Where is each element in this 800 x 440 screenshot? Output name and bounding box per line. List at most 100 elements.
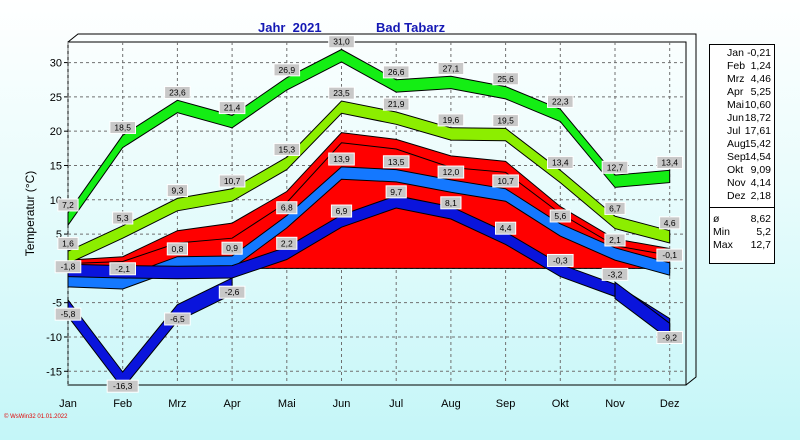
- legend-value: 1,24: [750, 60, 771, 72]
- data-label-box: [549, 209, 571, 223]
- data-label: 26,9: [279, 65, 296, 75]
- monthly-mean-legend: Jan -0,21 Feb 1,24 Mrz 4,46 Apr 5,25 Mai 10,60 Jun…: [709, 44, 775, 264]
- data-label: 18,5: [114, 122, 131, 132]
- data-label-box: [166, 242, 189, 256]
- x-tick-label: Mai: [278, 398, 296, 410]
- data-label: 10,7: [497, 176, 514, 186]
- legend-month: Sep: [727, 151, 746, 163]
- data-label-box: [437, 61, 465, 75]
- data-label-box: [547, 155, 574, 169]
- data-label: -2,6: [225, 287, 240, 297]
- legend-summary-value: 8,62: [750, 213, 771, 225]
- data-label-box: [382, 155, 410, 169]
- data-label-box: [659, 216, 681, 230]
- x-tick-label: Jan: [59, 398, 77, 410]
- data-label: 0,8: [171, 244, 183, 254]
- data-label: 2,2: [281, 238, 293, 248]
- data-label: 10,7: [224, 176, 241, 186]
- data-label: 6,7: [609, 203, 621, 213]
- data-label-box: [382, 97, 410, 111]
- data-label-box: [106, 379, 139, 393]
- y-tick-label: -5: [52, 298, 62, 310]
- legend-row: Apr 5,25: [713, 86, 771, 99]
- data-label-box: [656, 155, 684, 169]
- data-label-box: [109, 262, 137, 276]
- data-label-box: [437, 165, 465, 179]
- legend-month: Jan: [727, 47, 744, 59]
- data-label-box: [604, 233, 626, 247]
- data-label: -1,8: [61, 262, 76, 272]
- legend-value: 9,09: [750, 164, 771, 176]
- x-tick-label: Dez: [660, 398, 680, 410]
- y-axis-label: Temperatur (°C): [23, 171, 37, 256]
- legend-row: Dez 2,18: [713, 190, 771, 203]
- legend-value: 4,46: [750, 73, 771, 85]
- legend-month: Aug: [727, 138, 746, 150]
- data-label: 4,6: [664, 218, 676, 228]
- plot-depth-frame: [67, 33, 697, 386]
- legend-summary-value: 5,2: [756, 226, 771, 238]
- data-label: 2,1: [609, 235, 621, 245]
- data-label: -0,3: [553, 255, 568, 265]
- data-label-box: [218, 101, 246, 115]
- data-label: 21,9: [388, 99, 405, 109]
- legend-month: Mrz: [727, 73, 745, 85]
- legend-month: Apr: [727, 86, 744, 98]
- x-tick-label: Jul: [389, 398, 403, 410]
- data-label: 27,1: [443, 63, 460, 73]
- data-label: 15,3: [279, 144, 296, 154]
- legend-summary-value: 12,7: [750, 239, 771, 251]
- data-label-box: [57, 236, 79, 250]
- data-label: 4,4: [500, 223, 512, 233]
- legend-row: Nov 4,14: [713, 177, 771, 190]
- data-label: 13,9: [333, 154, 350, 164]
- data-label: -6,5: [170, 314, 185, 324]
- data-label-box: [492, 174, 519, 188]
- data-label: 26,6: [388, 67, 405, 77]
- data-label-box: [437, 113, 465, 127]
- data-label-box: [218, 174, 246, 188]
- data-label: 5,6: [554, 211, 566, 221]
- data-label: -9,2: [662, 332, 677, 342]
- station-title: Bad Tabarz: [376, 20, 446, 35]
- legend-row: Jan -0,21: [713, 47, 771, 60]
- data-label-box: [601, 267, 629, 281]
- data-label-box: [547, 253, 574, 267]
- legend-value: 18,72: [744, 112, 771, 124]
- x-tick-label: Apr: [224, 398, 241, 410]
- legend-month: Mai: [727, 99, 744, 111]
- data-label: -3,2: [608, 269, 623, 279]
- legend-row: Mrz 4,46: [713, 73, 771, 86]
- data-label: 31,0: [333, 37, 350, 47]
- legend-row: Jun 18,72: [713, 112, 771, 125]
- data-label: 23,5: [333, 88, 350, 98]
- legend-month: Jun: [727, 112, 744, 124]
- x-tick-label: Aug: [441, 398, 461, 410]
- legend-value: 2,18: [750, 190, 771, 202]
- data-label-box: [112, 211, 134, 225]
- data-label-box: [164, 312, 191, 326]
- y-tick-label: -10: [46, 332, 62, 344]
- legend-month: Okt: [727, 164, 744, 176]
- data-label: -5,8: [61, 309, 76, 319]
- data-label-box: [57, 198, 79, 212]
- data-label-box: [328, 152, 355, 166]
- max-temperature-area: [67, 132, 671, 269]
- data-label: 6,8: [281, 203, 293, 213]
- data-label-box: [54, 260, 82, 274]
- legend-value: -0,21: [747, 47, 771, 59]
- data-label-box: [492, 72, 519, 86]
- legend-row: Feb 1,24: [713, 60, 771, 73]
- data-label: 12,0: [443, 167, 460, 177]
- data-label-box: [218, 285, 246, 299]
- data-label-box: [440, 196, 462, 210]
- legend-summary-row: Min 5,2: [713, 226, 771, 239]
- legend-summary-label: Min: [713, 226, 730, 238]
- y-tick-label: -15: [46, 366, 62, 378]
- data-label: 8,1: [445, 198, 457, 208]
- legend-value: 15,42: [744, 138, 771, 150]
- legend-month: Nov: [727, 177, 746, 189]
- data-label-box: [547, 94, 574, 108]
- data-label: 19,5: [497, 116, 514, 126]
- data-label-box: [54, 307, 82, 321]
